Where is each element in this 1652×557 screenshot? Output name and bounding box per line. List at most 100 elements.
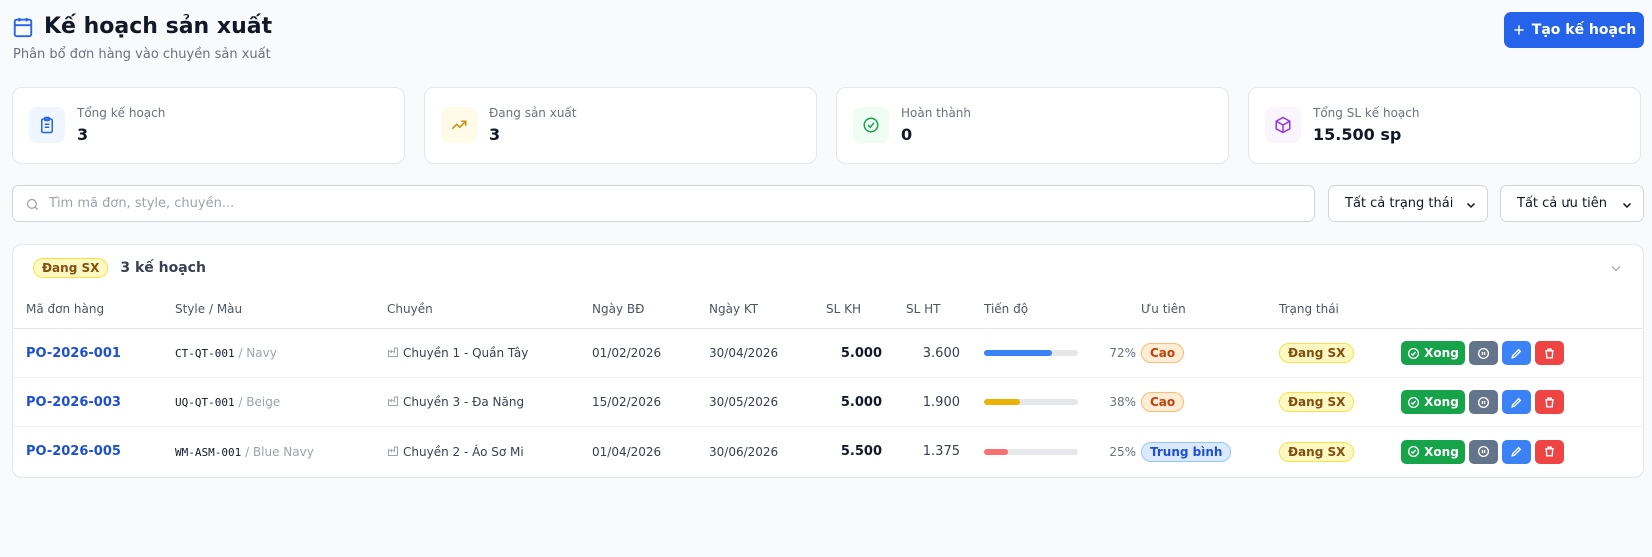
status-select[interactable]: Tất cả trạng thái — [1328, 185, 1488, 222]
group-header: Đang SX 3 kế hoạch — [33, 257, 206, 278]
actions: Xong — [1401, 341, 1601, 365]
style-color: / Blue Navy — [245, 444, 314, 459]
done-qty: 3.600 — [922, 345, 960, 361]
pause-button[interactable] — [1469, 390, 1498, 414]
column-header: Tiến độ — [984, 301, 1029, 316]
priority-select-label: Tất cả ưu tiên — [1517, 196, 1607, 211]
progress-track — [984, 448, 1078, 455]
stat-value: 3 — [77, 125, 89, 144]
planned-qty: 5.000 — [840, 345, 882, 361]
complete-button[interactable]: Xong — [1401, 390, 1465, 414]
delete-button[interactable] — [1535, 341, 1564, 365]
complete-button[interactable]: Xong — [1401, 341, 1465, 365]
end-date: 30/04/2026 — [709, 346, 779, 360]
status-cell: Đang SX — [1279, 392, 1401, 412]
progress-track — [984, 399, 1078, 406]
progress-label: 38% — [1109, 395, 1136, 410]
search-input[interactable]: Tìm mã đơn, style, chuyền... — [12, 185, 1315, 222]
factory-icon — [388, 347, 398, 357]
order-code[interactable]: PO-2026-003 — [26, 394, 121, 410]
progress-track — [984, 350, 1078, 357]
stat-card: Tổng SL kế hoạch 15.500 sp — [1248, 87, 1641, 164]
start-date: 01/02/2026 — [592, 346, 662, 360]
line-name: Chuyền 2 - Áo Sơ Mi — [403, 444, 524, 459]
create-label: Tạo kế hoạch — [1531, 22, 1637, 38]
table-header: Mã đơn hàng Style / Màu Chuyền Ngày BĐ Ngày … — [13, 289, 1643, 329]
table-row: PO-2026-005 WM-ASM-001 / Blue Navy Chuyền … — [13, 427, 1643, 476]
priority-cell: Trung bình — [1141, 441, 1279, 462]
column-header: SL KH — [826, 301, 862, 316]
group-badge: Đang SX — [33, 258, 109, 278]
complete-button[interactable]: Xong — [1401, 439, 1465, 464]
stat-card: Đang sản xuất 3 — [424, 87, 817, 164]
status-cell: Đang SX — [1279, 441, 1401, 462]
done-qty: 1.900 — [922, 394, 960, 410]
complete-label: Xong — [1424, 395, 1459, 409]
style-color: / Beige — [238, 395, 281, 409]
table-row: PO-2026-003 UQ-QT-001 / Beige Chuyền 3 - Đ… — [13, 378, 1643, 427]
stat-label: Đang sản xuất — [489, 106, 577, 120]
stat-value: 0 — [901, 125, 913, 144]
calendar-icon — [13, 17, 33, 38]
table-row: PO-2026-001 CT-QT-001 / Navy Chuyền 1 - Qu… — [13, 329, 1643, 378]
order-code[interactable]: PO-2026-001 — [26, 345, 121, 361]
column-header: Chuyền — [387, 301, 433, 316]
start-date: 01/04/2026 — [592, 444, 662, 459]
edit-button[interactable] — [1502, 439, 1531, 464]
end-date: 30/06/2026 — [709, 444, 779, 459]
progress-bar — [984, 350, 1052, 357]
progress-bar — [984, 448, 1008, 455]
planned-qty: 5.500 — [840, 444, 882, 459]
progress-cell: 72% — [984, 346, 1141, 361]
search-placeholder: Tìm mã đơn, style, chuyền... — [49, 196, 235, 211]
table-body: PO-2026-001 CT-QT-001 / Navy Chuyền 1 - Qu… — [13, 329, 1643, 476]
factory-icon — [388, 446, 398, 456]
stat-label: Tổng SL kế hoạch — [1313, 106, 1420, 120]
line-cell: Chuyền 1 - Quần Tây — [387, 346, 592, 360]
style-code: WM-ASM-001 — [175, 445, 242, 459]
progress-bar — [984, 399, 1020, 406]
style-cell: WM-ASM-001 / Blue Navy — [175, 445, 387, 459]
complete-label: Xong — [1424, 444, 1459, 459]
end-date: 30/05/2026 — [709, 395, 779, 409]
line-cell: Chuyền 2 - Áo Sơ Mi — [387, 445, 592, 459]
stat-card: Tổng kế hoạch 3 — [12, 87, 405, 164]
create-button[interactable]: Tạo kế hoạch — [1504, 12, 1644, 48]
column-header: Ngày KT — [709, 301, 759, 316]
priority-badge: Cao — [1141, 392, 1185, 412]
priority-select[interactable]: Tất cả ưu tiên — [1500, 185, 1644, 222]
column-header: Style / Màu — [175, 301, 243, 316]
edit-button[interactable] — [1502, 390, 1531, 414]
actions: Xong — [1401, 439, 1601, 464]
stat-label: Hoàn thành — [901, 106, 972, 120]
column-header: Mã đơn hàng — [26, 301, 105, 316]
progress-label: 25% — [1109, 444, 1136, 459]
stat-value: 3 — [489, 125, 501, 144]
group-count: 3 kế hoạch — [120, 260, 206, 276]
line-name: Chuyền 1 - Quần Tây — [403, 346, 529, 360]
pause-button[interactable] — [1469, 439, 1498, 464]
status-badge: Đang SX — [1279, 392, 1355, 412]
priority-cell: Cao — [1141, 392, 1279, 412]
priority-badge: Trung bình — [1141, 441, 1232, 462]
start-date: 15/02/2026 — [592, 395, 662, 409]
style-cell: CT-QT-001 / Navy — [175, 346, 387, 360]
delete-button[interactable] — [1535, 439, 1564, 464]
edit-button[interactable] — [1502, 341, 1531, 365]
complete-label: Xong — [1424, 346, 1459, 360]
progress-label: 72% — [1109, 346, 1136, 361]
collapse-toggle[interactable] — [1609, 261, 1623, 275]
progress-cell: 25% — [984, 444, 1141, 459]
status-badge: Đang SX — [1279, 441, 1355, 462]
stat-value: 15.500 sp — [1313, 125, 1402, 144]
priority-cell: Cao — [1141, 343, 1279, 363]
stat-card: Hoàn thành 0 — [836, 87, 1229, 164]
delete-button[interactable] — [1535, 390, 1564, 414]
pause-button[interactable] — [1469, 341, 1498, 365]
column-header: Ưu tiên — [1141, 301, 1186, 316]
column-header: SL HT — [906, 301, 941, 316]
order-code[interactable]: PO-2026-005 — [26, 444, 121, 459]
page-title: Kế hoạch sản xuất — [44, 14, 273, 39]
style-color: / Navy — [238, 346, 277, 360]
